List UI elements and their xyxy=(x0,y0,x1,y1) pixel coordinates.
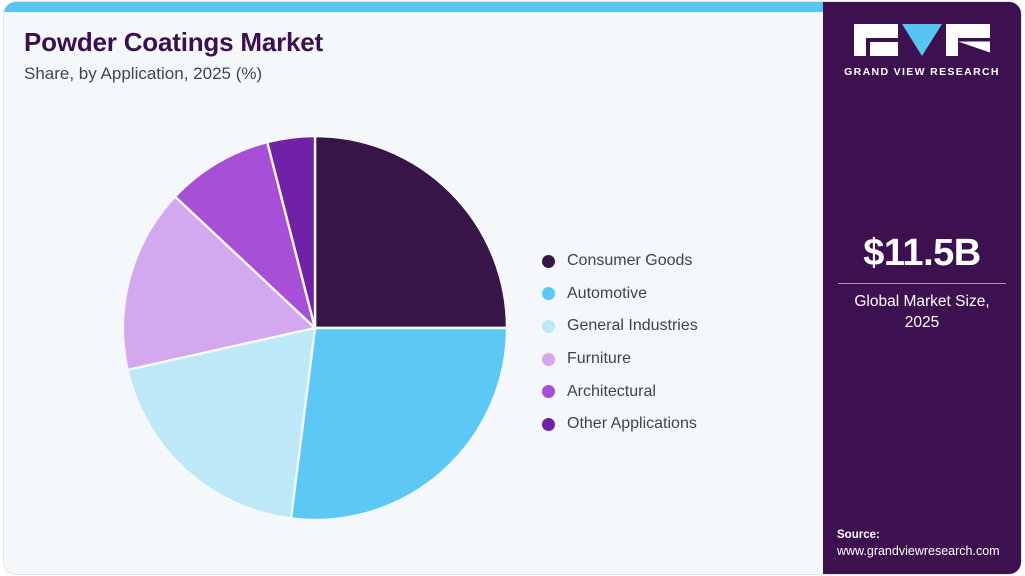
logo-g-icon xyxy=(854,24,898,56)
legend-item-label: Automotive xyxy=(567,284,648,302)
legend-swatch-icon xyxy=(542,287,555,301)
legend-item[interactable]: Consumer Goods xyxy=(542,245,802,278)
legend-item[interactable]: Architectural xyxy=(542,375,802,408)
pie-slice-group xyxy=(121,134,509,522)
legend-swatch-icon xyxy=(542,319,555,333)
market-size-caption: Global Market Size, 2025 xyxy=(854,292,990,331)
brand-logo: GRAND VIEW RESEARCH xyxy=(823,24,1021,78)
legend-item-label: Other Applications xyxy=(567,415,697,433)
legend-item[interactable]: Other Applications xyxy=(542,408,802,441)
top-accent-bar xyxy=(4,2,1021,12)
legend-item[interactable]: Furniture xyxy=(542,343,802,376)
source-url[interactable]: www.grandviewresearch.com xyxy=(837,544,1000,559)
legend-swatch-icon xyxy=(542,385,555,399)
pie-slice xyxy=(289,326,509,522)
legend-swatch-icon xyxy=(542,254,555,268)
pie-slice xyxy=(126,326,317,520)
pie-slice xyxy=(313,134,509,330)
logo-wordmark: GRAND VIEW RESEARCH xyxy=(844,66,1000,78)
legend-item[interactable]: General Industries xyxy=(542,310,802,343)
pie-chart-svg xyxy=(121,134,509,522)
market-size-stat: $11.5B Global Market Size, 2025 xyxy=(823,232,1021,334)
legend-item-label: Furniture xyxy=(567,350,632,368)
legend-swatch-icon xyxy=(542,417,555,431)
pie-slice xyxy=(266,134,317,330)
pie-slice xyxy=(121,195,317,372)
logo-r-icon xyxy=(946,24,990,56)
pie-chart xyxy=(121,134,509,522)
stat-divider xyxy=(838,282,1006,284)
page-subtitle: Share, by Application, 2025 (%) xyxy=(24,63,263,83)
chart-main-area: Powder Coatings Market Share, by Applica… xyxy=(4,12,819,574)
source-block: Source: www.grandviewresearch.com xyxy=(837,528,1017,560)
legend-item-label: Consumer Goods xyxy=(567,252,693,270)
legend-item-label: Architectural xyxy=(567,382,656,400)
page-title: Powder Coatings Market xyxy=(24,27,323,57)
market-size-value: $11.5B xyxy=(863,232,981,274)
infographic-card: Powder Coatings Market Share, by Applica… xyxy=(4,2,1021,574)
chart-legend: Consumer Goods Automotive General Industri… xyxy=(542,245,802,441)
pie-slice xyxy=(173,140,317,330)
legend-item[interactable]: Automotive xyxy=(542,278,802,311)
side-panel: GRAND VIEW RESEARCH $11.5B Global Market… xyxy=(823,2,1021,574)
source-label: Source: xyxy=(837,528,880,541)
legend-swatch-icon xyxy=(542,352,555,366)
heading-group: Powder Coatings Market Share, by Applica… xyxy=(24,27,724,84)
logo-letter-marks xyxy=(823,24,1021,58)
legend-item-label: General Industries xyxy=(567,317,698,335)
logo-v-triangle-icon xyxy=(902,24,942,56)
